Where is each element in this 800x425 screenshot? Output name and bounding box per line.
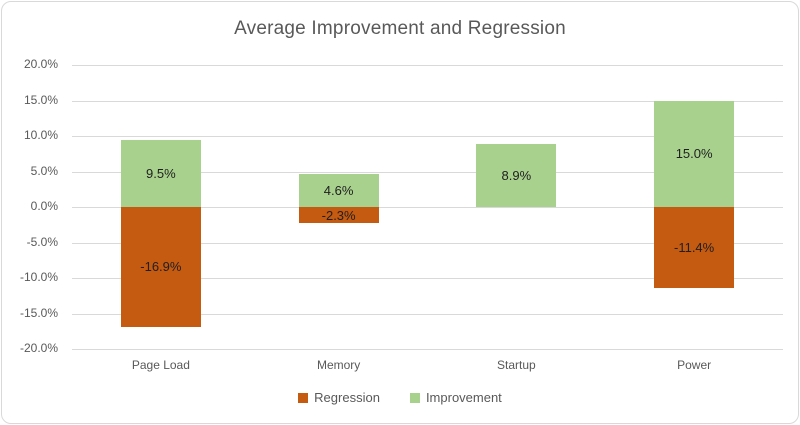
gridline (72, 278, 783, 279)
plot-area: 9.5% -16.9% 4.6% -2.3% 8.9% 15.0% -11.4% (72, 65, 783, 350)
improvement-bar-startup: 8.9% (476, 143, 557, 207)
data-label: 4.6% (323, 183, 354, 199)
regression-bar-power: -11.4% (654, 207, 735, 288)
gridline (72, 313, 783, 315)
data-label: -16.9% (140, 259, 182, 275)
y-tick-label: 10.0% (23, 128, 58, 142)
legend-label-improvement: Improvement (425, 390, 502, 405)
gridline (72, 242, 783, 244)
improvement-swatch-icon (409, 392, 420, 403)
legend-item-improvement: Improvement (409, 390, 502, 405)
regression-bar-page-load: -16.9% (120, 207, 201, 327)
y-tick-label: -10.0% (19, 270, 58, 284)
y-tick-label: -20.0% (19, 341, 58, 355)
y-tick-label: 5.0% (30, 163, 58, 178)
y-tick-label: -5.0% (26, 234, 58, 249)
gridline (72, 136, 783, 137)
chart-title: Average Improvement and Regression (234, 18, 566, 39)
x-category-label-startup: Startup (497, 358, 536, 372)
regression-bar-memory: -2.3% (298, 207, 379, 224)
legend-item-regression: Regression (298, 390, 380, 405)
data-label: 9.5% (146, 165, 176, 181)
gridline (72, 207, 783, 208)
improvement-bar-memory: 4.6% (298, 174, 379, 207)
x-category-label-power: Power (677, 358, 712, 372)
improvement-bar-power: 15.0% (654, 100, 735, 207)
y-tick-label: 20.0% (23, 57, 58, 71)
x-category-label-memory: Memory (316, 358, 361, 372)
gridline (72, 100, 783, 102)
regression-swatch-icon (298, 392, 309, 403)
gridline (72, 65, 783, 66)
gridline (72, 349, 783, 350)
data-label: -2.3% (321, 207, 356, 223)
y-tick-label: 0.0% (30, 199, 58, 213)
data-label: -11.4% (674, 239, 715, 255)
legend: Regression Improvement (2, 390, 798, 405)
legend-label-regression: Regression (314, 390, 380, 405)
x-category-label-page-load: Page Load (131, 358, 190, 372)
data-label: 15.0% (675, 146, 713, 162)
improvement-bar-page-load: 9.5% (120, 139, 201, 207)
y-tick-label: 15.0% (23, 92, 58, 107)
gridline (72, 171, 783, 173)
y-tick-label: -15.0% (19, 305, 58, 320)
data-label: 8.9% (501, 167, 532, 183)
